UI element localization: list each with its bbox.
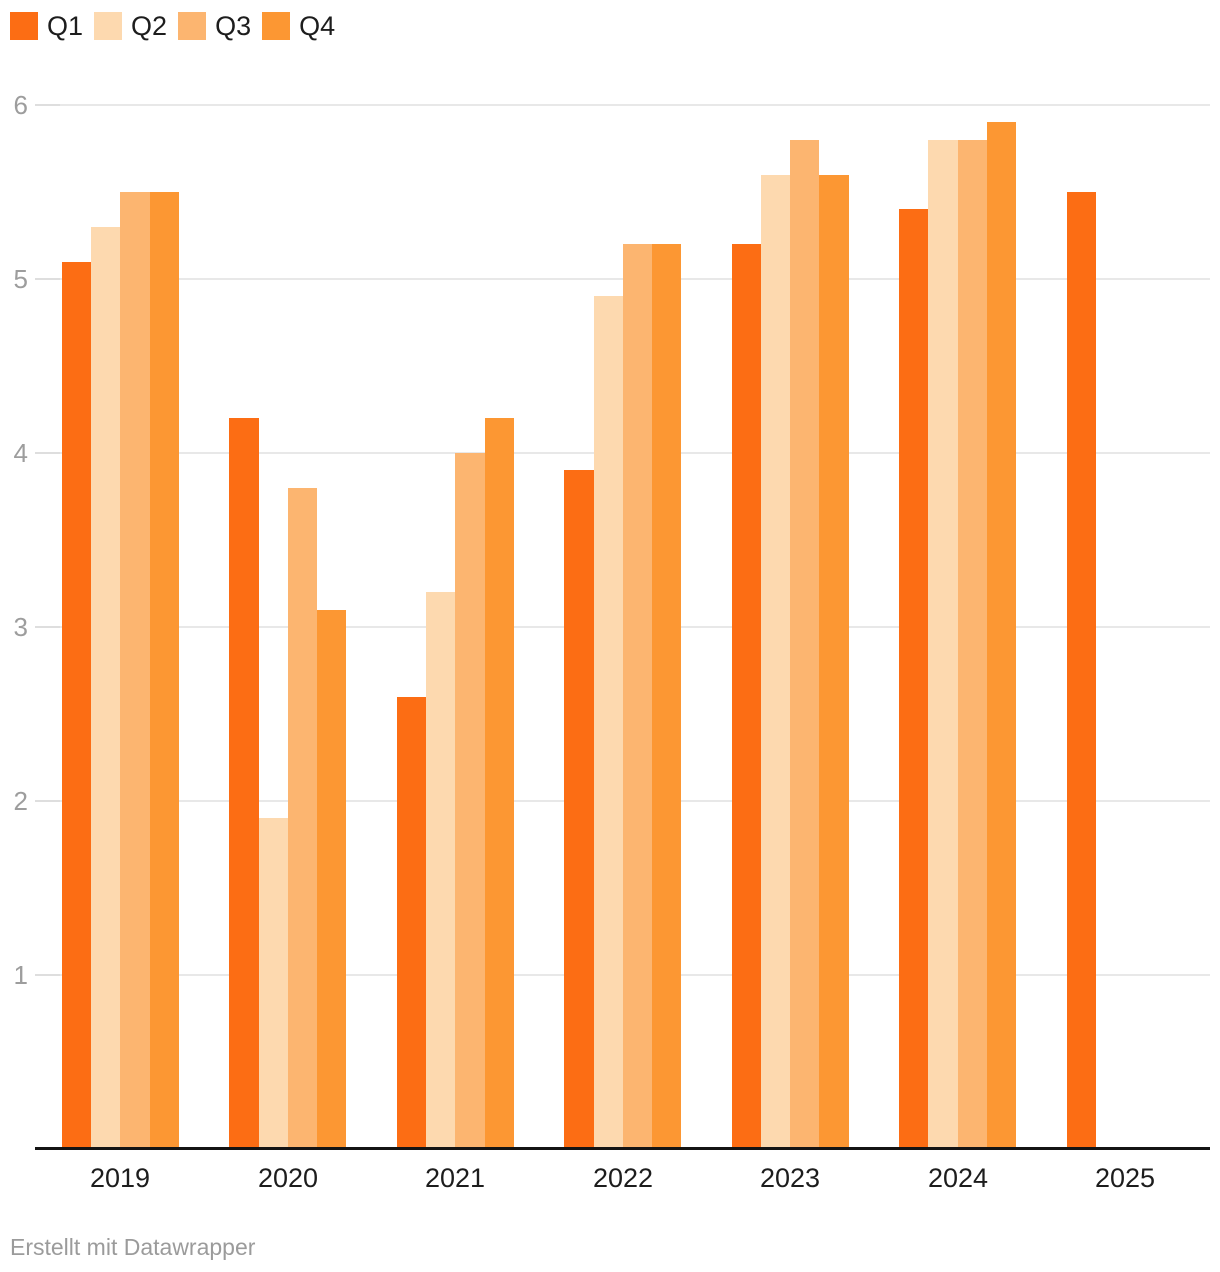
y-axis-label: 6 — [13, 90, 28, 120]
bar-q1-2022[interactable] — [564, 470, 594, 1149]
gridline — [35, 104, 1210, 106]
bar-q1-2023[interactable] — [732, 244, 761, 1149]
legend-item-q3: Q3 — [178, 12, 251, 40]
datawrapper-credit-link[interactable]: Erstellt mit Datawrapper — [10, 1234, 256, 1260]
bar-q4-2022[interactable] — [652, 244, 681, 1149]
x-axis-label: 2020 — [257, 1163, 319, 1193]
bar-q1-2021[interactable] — [397, 697, 426, 1149]
bar-q2-2021[interactable] — [426, 592, 455, 1149]
legend: Q1 Q2 Q3 Q4 — [10, 12, 335, 40]
legend-label: Q2 — [131, 11, 168, 41]
y-axis-tick — [35, 800, 60, 802]
y-axis-tick — [35, 626, 60, 628]
bar-q4-2021[interactable] — [485, 418, 514, 1149]
legend-label: Q3 — [215, 11, 252, 41]
bar-q1-2025[interactable] — [1067, 192, 1096, 1149]
legend-swatch-q4 — [262, 12, 291, 40]
bar-q3-2024[interactable] — [958, 140, 987, 1149]
x-axis-label: 2022 — [592, 1163, 654, 1193]
bar-q2-2023[interactable] — [761, 175, 790, 1149]
y-axis-label: 5 — [13, 264, 28, 294]
bar-q1-2019[interactable] — [62, 262, 91, 1149]
y-axis-tick — [35, 974, 60, 976]
y-axis-tick — [35, 104, 60, 106]
y-axis-label: 1 — [13, 960, 28, 990]
gridline — [35, 278, 1210, 280]
bar-q4-2019[interactable] — [150, 192, 179, 1149]
legend-swatch-q3 — [178, 12, 207, 40]
legend-item-q2: Q2 — [94, 12, 167, 40]
bar-q4-2024[interactable] — [987, 122, 1016, 1149]
y-axis-label: 2 — [13, 786, 28, 816]
y-axis-label: 3 — [13, 612, 28, 642]
x-axis-label: 2019 — [89, 1163, 151, 1193]
legend-swatch-q2 — [94, 12, 123, 40]
x-axis-label: 2025 — [1094, 1163, 1156, 1193]
y-axis-tick — [35, 278, 60, 280]
bar-q2-2020[interactable] — [259, 818, 288, 1149]
legend-item-q4: Q4 — [262, 12, 335, 40]
bar-q2-2019[interactable] — [91, 227, 120, 1149]
x-axis-label: 2024 — [927, 1163, 989, 1193]
bar-q2-2022[interactable] — [594, 296, 623, 1149]
x-axis-line — [35, 1147, 1210, 1150]
bar-q3-2023[interactable] — [790, 140, 819, 1149]
legend-item-q1: Q1 — [10, 12, 83, 40]
x-axis-label: 2021 — [424, 1163, 486, 1193]
legend-label: Q4 — [299, 11, 336, 41]
bar-q4-2023[interactable] — [819, 175, 849, 1149]
y-axis-label: 4 — [13, 438, 28, 468]
bar-q4-2020[interactable] — [317, 610, 346, 1149]
bar-q2-2024[interactable] — [928, 140, 958, 1149]
legend-label: Q1 — [47, 11, 84, 41]
bar-q3-2020[interactable] — [288, 488, 317, 1149]
bar-q3-2019[interactable] — [120, 192, 150, 1149]
x-axis-label: 2023 — [759, 1163, 821, 1193]
legend-swatch-q1 — [10, 12, 38, 40]
bar-q3-2021[interactable] — [455, 453, 485, 1149]
bar-q1-2020[interactable] — [229, 418, 259, 1149]
bar-q3-2022[interactable] — [623, 244, 652, 1149]
y-axis-tick — [35, 452, 60, 454]
bar-q1-2024[interactable] — [899, 209, 928, 1149]
